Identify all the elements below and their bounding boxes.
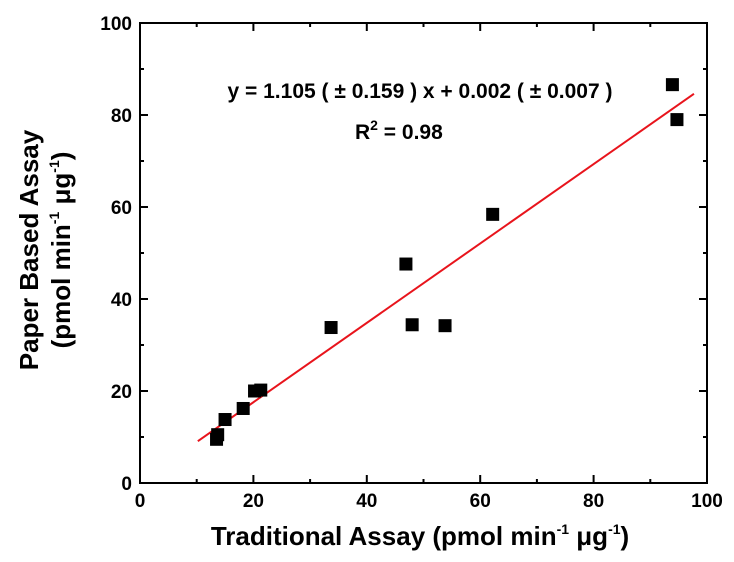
- r-squared-value: = 0.98: [378, 121, 443, 144]
- axis-ticks: 0 20 40 60 80 100 0 20 40 60 80 100: [100, 14, 723, 512]
- y-axis-title-mid: μg: [46, 173, 76, 212]
- y-axis-title-end: ): [46, 152, 76, 161]
- x-tick-label: 100: [691, 491, 723, 512]
- y-tick-label: 100: [100, 14, 132, 35]
- y-tick-label: 20: [111, 382, 132, 403]
- y-axis-title-main: (pmol min: [46, 224, 76, 348]
- x-axis-title-end: ): [621, 521, 630, 551]
- x-axis-title-sup1: -1: [557, 521, 570, 537]
- x-tick-label: 40: [356, 491, 377, 512]
- data-point: [438, 319, 452, 333]
- y-axis-title-line1: Paper Based Assay: [14, 129, 44, 370]
- plot-frame: [139, 22, 708, 484]
- data-point: [399, 257, 413, 271]
- y-tick-label: 80: [111, 106, 132, 127]
- y-axis-title: Paper Based Assay (pmol min-1 μg-1): [14, 129, 76, 370]
- x-axis-title: Traditional Assay (pmol min-1 μg-1): [211, 521, 629, 551]
- data-points: [210, 78, 684, 446]
- fit-line: [197, 93, 695, 442]
- y-axis-title-sup2: -1: [46, 160, 62, 173]
- x-tick-label: 80: [583, 491, 604, 512]
- r-squared-base: R: [355, 121, 370, 144]
- data-point: [211, 428, 225, 442]
- y-tick-label: 60: [111, 198, 132, 219]
- x-tick-label: 0: [135, 491, 146, 512]
- data-point: [665, 78, 679, 92]
- data-point: [486, 207, 500, 221]
- fit-line-layer: [197, 93, 695, 442]
- y-axis-title-line2: (pmol min-1 μg-1): [46, 152, 76, 349]
- data-point: [324, 321, 338, 335]
- x-axis-title-sup2: -1: [608, 521, 621, 537]
- y-tick-label: 0: [121, 474, 132, 495]
- fit-equation: y = 1.105 ( ± 0.159 ) x + 0.002 ( ± 0.00…: [228, 80, 613, 103]
- x-axis-title-main: Traditional Assay (pmol min: [211, 521, 557, 551]
- y-axis-title-sup1: -1: [46, 212, 62, 225]
- data-point: [218, 413, 232, 427]
- data-point: [236, 401, 250, 415]
- y-tick-label: 40: [111, 290, 132, 311]
- data-point: [405, 318, 419, 332]
- data-point: [254, 383, 268, 397]
- x-tick-label: 20: [243, 491, 264, 512]
- r-squared-annotation: R2 = 0.98: [355, 117, 443, 144]
- x-axis-title-mid: μg: [569, 521, 608, 551]
- r-squared-superscript: 2: [370, 117, 378, 133]
- data-point: [670, 113, 684, 127]
- x-tick-label: 60: [470, 491, 491, 512]
